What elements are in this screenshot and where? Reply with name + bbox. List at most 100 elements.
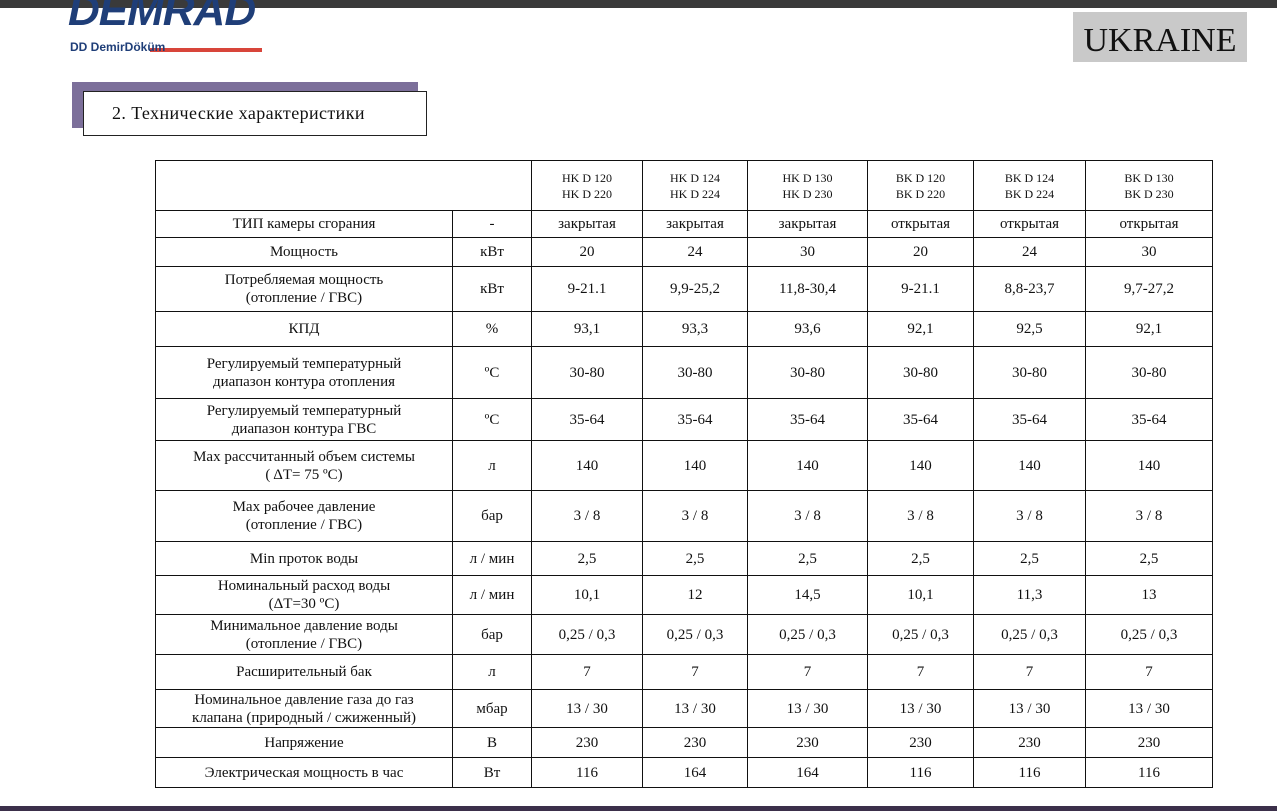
label-line: Потребляемая мощность [224, 272, 384, 288]
label-line: Минимальное давление воды [210, 617, 398, 634]
value: 11,8-30,4 [747, 266, 868, 312]
section-title: 2. Технические характеристики [83, 91, 427, 136]
value: 7 [867, 654, 974, 690]
model-name: HK D 120 [562, 170, 612, 185]
value: 35-64 [1085, 398, 1213, 441]
model-header: HK D 120 HK D 220 [531, 160, 643, 211]
unit: бар [452, 614, 532, 655]
spec-row: Регулируемый температурный диапазон конту… [155, 398, 1213, 441]
value: 30-80 [531, 346, 643, 399]
value: 230 [531, 727, 643, 758]
value: 0,25 / 0,3 [642, 614, 748, 655]
value: 230 [747, 727, 868, 758]
label-line: ТИП камеры сгорания [232, 216, 376, 232]
value: закрытая [747, 210, 868, 238]
value: 13 / 30 [642, 689, 748, 728]
model-name: HK D 130 [782, 170, 833, 185]
model-name: BK D 230 [1124, 186, 1174, 201]
unit: - [452, 210, 532, 238]
model-name: BK D 120 [895, 170, 946, 185]
label-line: (отопление / ГВС) [245, 290, 363, 306]
spec-row: КПД% 93,1 93,3 93,6 92,1 92,5 92,1 [155, 311, 1213, 347]
value: 7 [642, 654, 748, 690]
spec-row: Расширительный бак л 7 7 7 7 7 7 [155, 654, 1213, 690]
value: 0,25 / 0,3 [747, 614, 868, 655]
value: 13 / 30 [1085, 689, 1213, 728]
value: 9-21.1 [531, 266, 643, 312]
value: 140 [1085, 440, 1213, 491]
value: 0,25 / 0,3 [531, 614, 643, 655]
value: 230 [973, 727, 1086, 758]
value: 3 / 8 [531, 490, 643, 542]
label-line: (отопление / ГВС) [245, 635, 363, 652]
model-header: HK D 130 HK D 230 [747, 160, 868, 211]
param-label: ТИП камеры сгорания [155, 210, 453, 238]
value: 2,5 [642, 541, 748, 576]
value: 10,1 [531, 575, 643, 615]
label-line: клапана (природный / сжиженный) [192, 709, 416, 726]
value: 116 [531, 757, 643, 788]
value: 35-64 [973, 398, 1086, 441]
logo: DEMRAD [68, 0, 256, 35]
label-line: Мощность [270, 244, 338, 260]
value: 9,7-27,2 [1085, 266, 1213, 312]
param-label: КПД [155, 311, 453, 347]
logo-sub: DD DemirDöküm [70, 40, 166, 54]
value: 2,5 [867, 541, 974, 576]
label-line: Расширительный бак [236, 664, 372, 680]
label-line: Напряжение [264, 734, 344, 751]
model-name: BK D 124 [1004, 170, 1055, 185]
model-name: BK D 130 [1124, 170, 1174, 185]
unit: л [452, 440, 532, 491]
value: 93,1 [531, 311, 643, 347]
label-line: (отопление / ГВС) [245, 517, 363, 533]
spec-table: HK D 120 HK D 220 HK D 124 HK D 224 HK D 130… [155, 160, 1213, 788]
label-line: КПД [288, 321, 320, 337]
spec-row: Номинальное давление газа до газ клапана … [155, 689, 1213, 728]
value: 9-21.1 [867, 266, 974, 312]
value: 9,9-25,2 [642, 266, 748, 312]
param-label: Расширительный бак [155, 654, 453, 690]
value: 140 [867, 440, 974, 491]
value: 11,3 [973, 575, 1086, 615]
value: 3 / 8 [642, 490, 748, 542]
value: 140 [531, 440, 643, 491]
header-row: HK D 120 HK D 220 HK D 124 HK D 224 HK D 130… [155, 160, 1213, 211]
unit: бар [452, 490, 532, 542]
value: 10,1 [867, 575, 974, 615]
label-line: Номинальное давление газа до газ [194, 691, 414, 708]
param-label: Напряжение [155, 727, 453, 758]
value: 140 [642, 440, 748, 491]
value: 230 [1085, 727, 1213, 758]
label-line: Min проток воды [249, 550, 359, 567]
param-label: Регулируемый температурный диапазон конту… [155, 346, 453, 399]
value: 92,1 [1085, 311, 1213, 347]
value: 24 [973, 237, 1086, 267]
spec-row: ТИП камеры сгорания - закрытая закрытая закр… [155, 210, 1213, 238]
value: 116 [867, 757, 974, 788]
value: 35-64 [747, 398, 868, 441]
value: 30-80 [867, 346, 974, 399]
value: 30 [747, 237, 868, 267]
value: 7 [747, 654, 868, 690]
value: 30-80 [642, 346, 748, 399]
label-line: Регулируемый температурный [206, 402, 402, 419]
label-line: диапазон контура ГВС [231, 420, 377, 437]
value: 13 / 30 [973, 689, 1086, 728]
value: 92,1 [867, 311, 974, 347]
param-label: Min проток воды [155, 541, 453, 576]
value: 3 / 8 [867, 490, 974, 542]
unit: В [452, 727, 532, 758]
value: 2,5 [1085, 541, 1213, 576]
value: 8,8-23,7 [973, 266, 1086, 312]
label-line: диапазон контура отопления [212, 373, 396, 390]
value: открытая [973, 210, 1086, 238]
value: 140 [973, 440, 1086, 491]
spec-row: Потребляемая мощность (отопление / ГВС) кВ… [155, 266, 1213, 312]
value: 30-80 [747, 346, 868, 399]
value: 13 [1085, 575, 1213, 615]
value: 140 [747, 440, 868, 491]
table-body: HK D 120 HK D 220 HK D 124 HK D 224 HK D 130… [155, 160, 1213, 788]
value: 116 [1085, 757, 1213, 788]
